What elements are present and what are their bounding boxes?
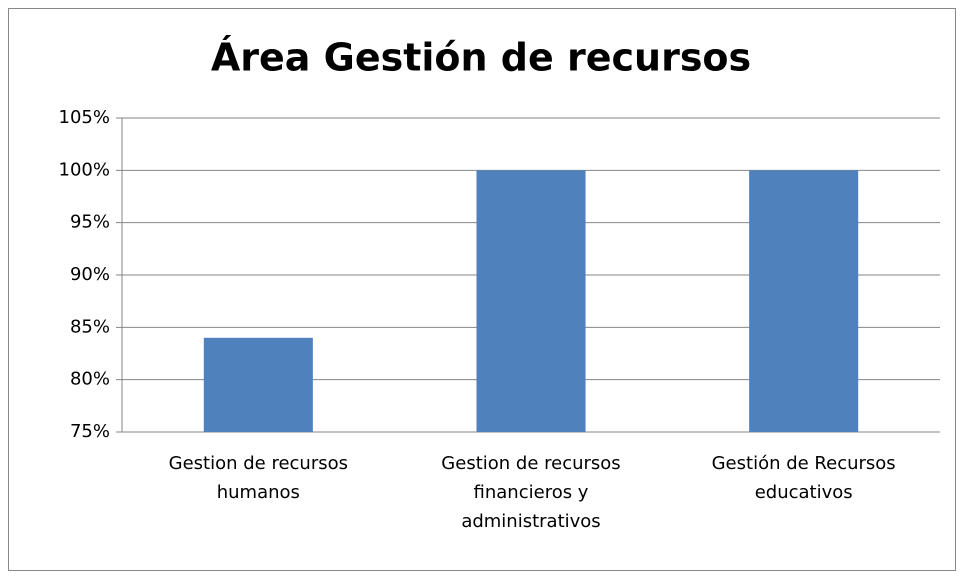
y-tick-label: 80% xyxy=(70,369,110,390)
y-tick-label: 100% xyxy=(59,159,110,180)
bar xyxy=(749,170,859,433)
x-tick-label: Gestion de recursos humanos xyxy=(168,453,349,503)
chart-title: Área Gestión de recursos xyxy=(211,36,751,80)
y-tick-label: 75% xyxy=(70,421,110,442)
bar xyxy=(203,337,313,432)
y-tick-label: 105% xyxy=(59,107,110,128)
x-tick-label: Gestión de Recursos educativos xyxy=(711,453,896,503)
x-tick-label: Gestion de recursos financieros y admini… xyxy=(441,453,621,532)
bar xyxy=(476,170,586,433)
y-tick-label: 95% xyxy=(70,212,110,233)
y-tick-label: 85% xyxy=(70,316,110,337)
y-tick-label: 90% xyxy=(70,264,110,285)
